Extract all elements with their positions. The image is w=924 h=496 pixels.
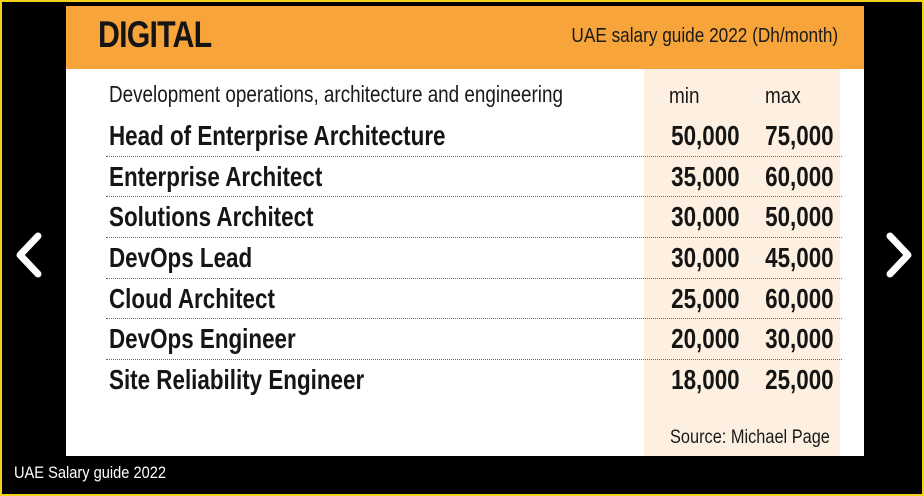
max-column-label: max	[765, 83, 801, 108]
salary-min: 50,000	[671, 120, 740, 151]
gallery-slide-image: DIGITAL UAE salary guide 2022 (Dh/month)…	[66, 6, 864, 456]
job-title: Enterprise Architect	[109, 160, 323, 192]
category-label: Development operations, architecture and…	[109, 81, 563, 107]
chevron-right-icon	[886, 232, 912, 278]
slide-header: DIGITAL UAE salary guide 2022 (Dh/month)	[66, 6, 864, 69]
salary-min: 35,000	[671, 160, 740, 192]
salary-max: 60,000	[765, 160, 834, 192]
salary-min: 25,000	[671, 282, 740, 314]
table-row: Solutions Architect 30,000 50,000	[106, 197, 842, 239]
salary-table-header: Development operations, architecture and…	[106, 69, 842, 116]
salary-max: 45,000	[765, 242, 834, 274]
table-row: Enterprise Architect 35,000 60,000	[106, 157, 842, 198]
table-row: DevOps Engineer 20,000 30,000	[106, 319, 842, 361]
job-title: DevOps Lead	[109, 242, 253, 274]
job-title: Cloud Architect	[109, 282, 275, 314]
chevron-left-icon	[16, 232, 42, 278]
job-title: DevOps Engineer	[109, 323, 296, 355]
job-title: Head of Enterprise Architecture	[109, 120, 446, 151]
salary-max: 50,000	[765, 201, 834, 233]
salary-max: 25,000	[765, 364, 834, 396]
table-row: Cloud Architect 25,000 60,000	[106, 279, 842, 320]
salary-min: 18,000	[671, 364, 740, 396]
gallery-caption: UAE Salary guide 2022	[14, 463, 166, 482]
table-row: Site Reliability Engineer 18,000 25,000	[106, 360, 842, 401]
job-title: Solutions Architect	[109, 201, 314, 233]
slide-header-title: DIGITAL	[98, 14, 212, 55]
job-title: Site Reliability Engineer	[109, 364, 365, 396]
salary-max: 60,000	[765, 282, 834, 314]
table-row: DevOps Lead 30,000 45,000	[106, 238, 842, 279]
previous-slide-button[interactable]	[10, 230, 50, 280]
salary-max: 30,000	[765, 323, 834, 355]
slide-header-subtitle: UAE salary guide 2022 (Dh/month)	[571, 25, 838, 47]
source-credit: Source: Michael Page	[670, 427, 830, 448]
salary-min: 30,000	[671, 242, 740, 274]
salary-max: 75,000	[765, 120, 834, 151]
table-row: Head of Enterprise Architecture 50,000 7…	[106, 116, 842, 157]
salary-min: 20,000	[671, 323, 740, 355]
salary-table: Development operations, architecture and…	[106, 69, 842, 401]
salary-column-shade	[644, 69, 840, 456]
min-column-label: min	[669, 83, 700, 108]
salary-min: 30,000	[671, 201, 740, 233]
next-slide-button[interactable]	[878, 230, 918, 280]
